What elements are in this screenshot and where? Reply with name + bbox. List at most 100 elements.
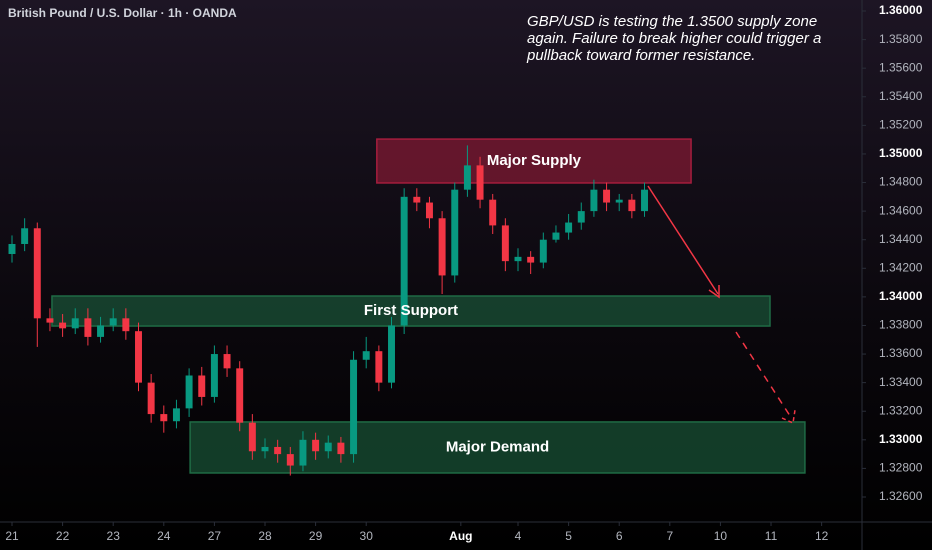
candle-body: [223, 354, 231, 369]
candle-body: [71, 318, 79, 329]
candle-body: [388, 325, 395, 383]
x-tick-label: 22: [56, 529, 70, 543]
candle-body: [185, 375, 193, 409]
y-tick-label: 1.34400: [879, 232, 923, 246]
candle-body: [552, 232, 560, 240]
candle-body: [362, 351, 370, 360]
chart-title: British Pound / U.S. Dollar · 1h · OANDA: [8, 6, 237, 20]
candle-body: [476, 165, 484, 200]
x-tick-label: 23: [107, 529, 121, 543]
candle-body: [324, 442, 332, 452]
candle-body: [641, 189, 648, 212]
candle-body: [248, 422, 256, 452]
candle-body: [628, 199, 636, 212]
y-tick-label: 1.34600: [879, 203, 923, 217]
candle-body: [451, 189, 459, 276]
candle-body: [489, 199, 497, 226]
y-tick-label: 1.33800: [879, 318, 923, 332]
zone-label: First Support: [364, 302, 458, 319]
x-tick-label: 11: [765, 529, 778, 543]
candle-body: [375, 351, 383, 383]
y-tick-label: 1.35800: [879, 32, 923, 46]
candle-body: [350, 359, 358, 455]
candle-body: [97, 325, 105, 337]
candle-body: [565, 222, 573, 233]
candle-body: [198, 375, 206, 397]
y-tick-label: 1.34000: [879, 289, 923, 303]
y-tick-label: 1.36000: [879, 3, 923, 17]
annotation-line: GBP/USD is testing the 1.3500 supply zon…: [527, 13, 817, 30]
candle-body: [527, 256, 535, 263]
candle-body: [425, 202, 433, 219]
plot-area: [8, 138, 806, 476]
candle-body: [299, 439, 307, 466]
candle-body: [312, 439, 320, 452]
candle-body: [539, 239, 547, 263]
x-tick-label: 7: [666, 529, 673, 543]
candle-body: [33, 228, 41, 319]
y-tick-label: 1.35600: [879, 60, 923, 74]
y-tick-label: 1.35400: [879, 89, 923, 103]
zone-label: Major Demand: [446, 438, 549, 455]
y-tick-label: 1.33400: [879, 375, 923, 389]
candle-body: [400, 196, 408, 326]
y-tick-label: 1.35000: [879, 146, 923, 160]
x-tick-label: 10: [714, 529, 728, 543]
candle-body: [8, 243, 16, 254]
candle-body: [438, 218, 446, 276]
candle-body: [160, 414, 168, 422]
candle-body: [501, 225, 509, 262]
annotation: GBP/USD is testing the 1.3500 supply zon…: [526, 13, 821, 64]
x-tick-label: 27: [208, 529, 222, 543]
y-tick-label: 1.33600: [879, 346, 923, 360]
y-tick-label: 1.34200: [879, 260, 923, 274]
candle-body: [236, 368, 244, 423]
candle-body: [21, 228, 29, 244]
candle-body: [84, 318, 92, 337]
x-tick-label: 4: [515, 529, 522, 543]
candle-body: [147, 382, 155, 415]
y-tick-label: 1.34800: [879, 175, 923, 189]
projection-arrow: [647, 185, 719, 295]
y-tick-label: 1.32600: [879, 489, 923, 503]
candle-body: [172, 408, 180, 422]
candle-body: [337, 442, 345, 455]
annotation-line: again. Failure to break higher could tri…: [527, 30, 821, 47]
zone: [51, 295, 771, 327]
candle-body: [286, 454, 294, 466]
candle-body: [603, 189, 611, 203]
candle-body: [109, 318, 117, 326]
x-tick-label: Aug: [449, 529, 472, 543]
candle-body: [413, 196, 421, 203]
candle-body: [577, 211, 585, 223]
arrow-head: [708, 285, 720, 299]
x-tick-label: 21: [5, 529, 19, 543]
candle-body: [274, 446, 282, 455]
x-tick-label: 5: [565, 529, 572, 543]
candle-body: [463, 165, 471, 190]
x-tick-label: 28: [258, 529, 272, 543]
x-tick-label: 6: [616, 529, 623, 543]
candle-body: [122, 318, 130, 332]
candle-body: [590, 189, 598, 212]
candle-body: [615, 199, 623, 203]
x-tick-label: 24: [157, 529, 171, 543]
candle-body: [46, 318, 54, 323]
y-tick-label: 1.33000: [879, 432, 923, 446]
x-tick-label: 30: [360, 529, 374, 543]
zone-label: Major Supply: [487, 152, 582, 169]
projection-arrow-dashed: [735, 331, 793, 420]
candle-body: [135, 331, 142, 383]
candle-body: [261, 446, 269, 452]
x-tick-label: 12: [815, 529, 829, 543]
annotation-line: pullback toward former resistance.: [526, 47, 755, 64]
candle-body: [59, 322, 67, 329]
x-tick-label: 29: [309, 529, 323, 543]
y-tick-label: 1.32800: [879, 461, 923, 475]
candle-body: [210, 354, 218, 397]
y-tick-label: 1.35200: [879, 118, 923, 132]
candle-body: [514, 256, 522, 262]
zone: [376, 138, 692, 184]
